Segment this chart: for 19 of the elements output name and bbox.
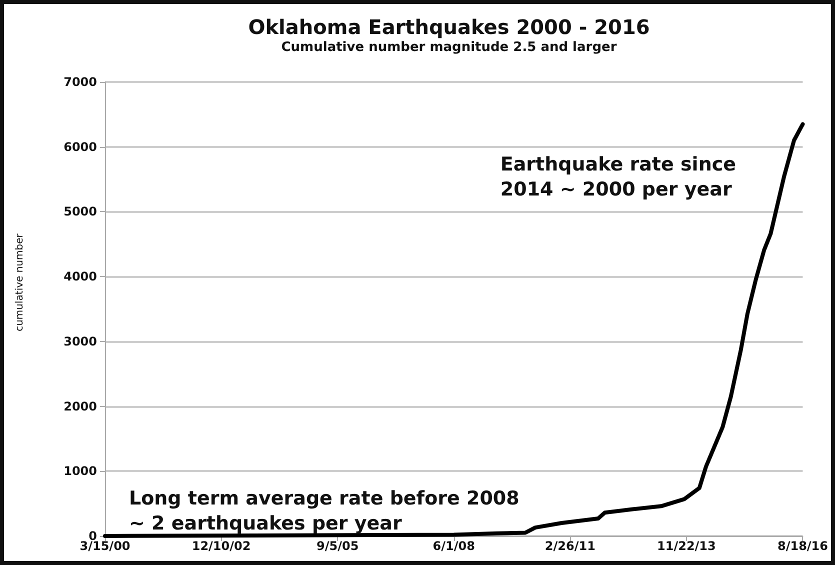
x-tick-label: 9/5/05 <box>316 539 359 553</box>
annotation: Long term average rate before 2008 ~ 2 earthquakes per year <box>129 488 520 534</box>
x-tick-label: 8/18/16 <box>777 539 828 553</box>
chart-title: Oklahoma Earthquakes 2000 - 2016 <box>248 15 650 39</box>
x-tick-label: 6/1/08 <box>432 539 475 553</box>
y-tick-label: 1000 <box>64 464 97 478</box>
y-axis-title: cumulative number <box>14 232 26 332</box>
y-tick-label: 5000 <box>64 204 97 219</box>
chart-subtitle: Cumulative number magnitude 2.5 and larger <box>281 40 618 55</box>
y-tick-label: 2000 <box>64 399 97 414</box>
x-tick-label: 12/10/02 <box>192 539 251 553</box>
x-tick-label: 2/26/11 <box>544 539 596 553</box>
y-tick-label: 4000 <box>64 270 97 284</box>
y-tick-label: 6000 <box>64 140 97 154</box>
y-tick-label: 3000 <box>64 334 97 348</box>
x-tick-label: 3/15/00 <box>80 539 130 553</box>
y-tick-label: 7000 <box>64 75 97 89</box>
x-tick-label: 11/22/13 <box>657 539 716 553</box>
annotation: Earthquake rate since 2014 ~ 2000 per year <box>500 154 736 200</box>
